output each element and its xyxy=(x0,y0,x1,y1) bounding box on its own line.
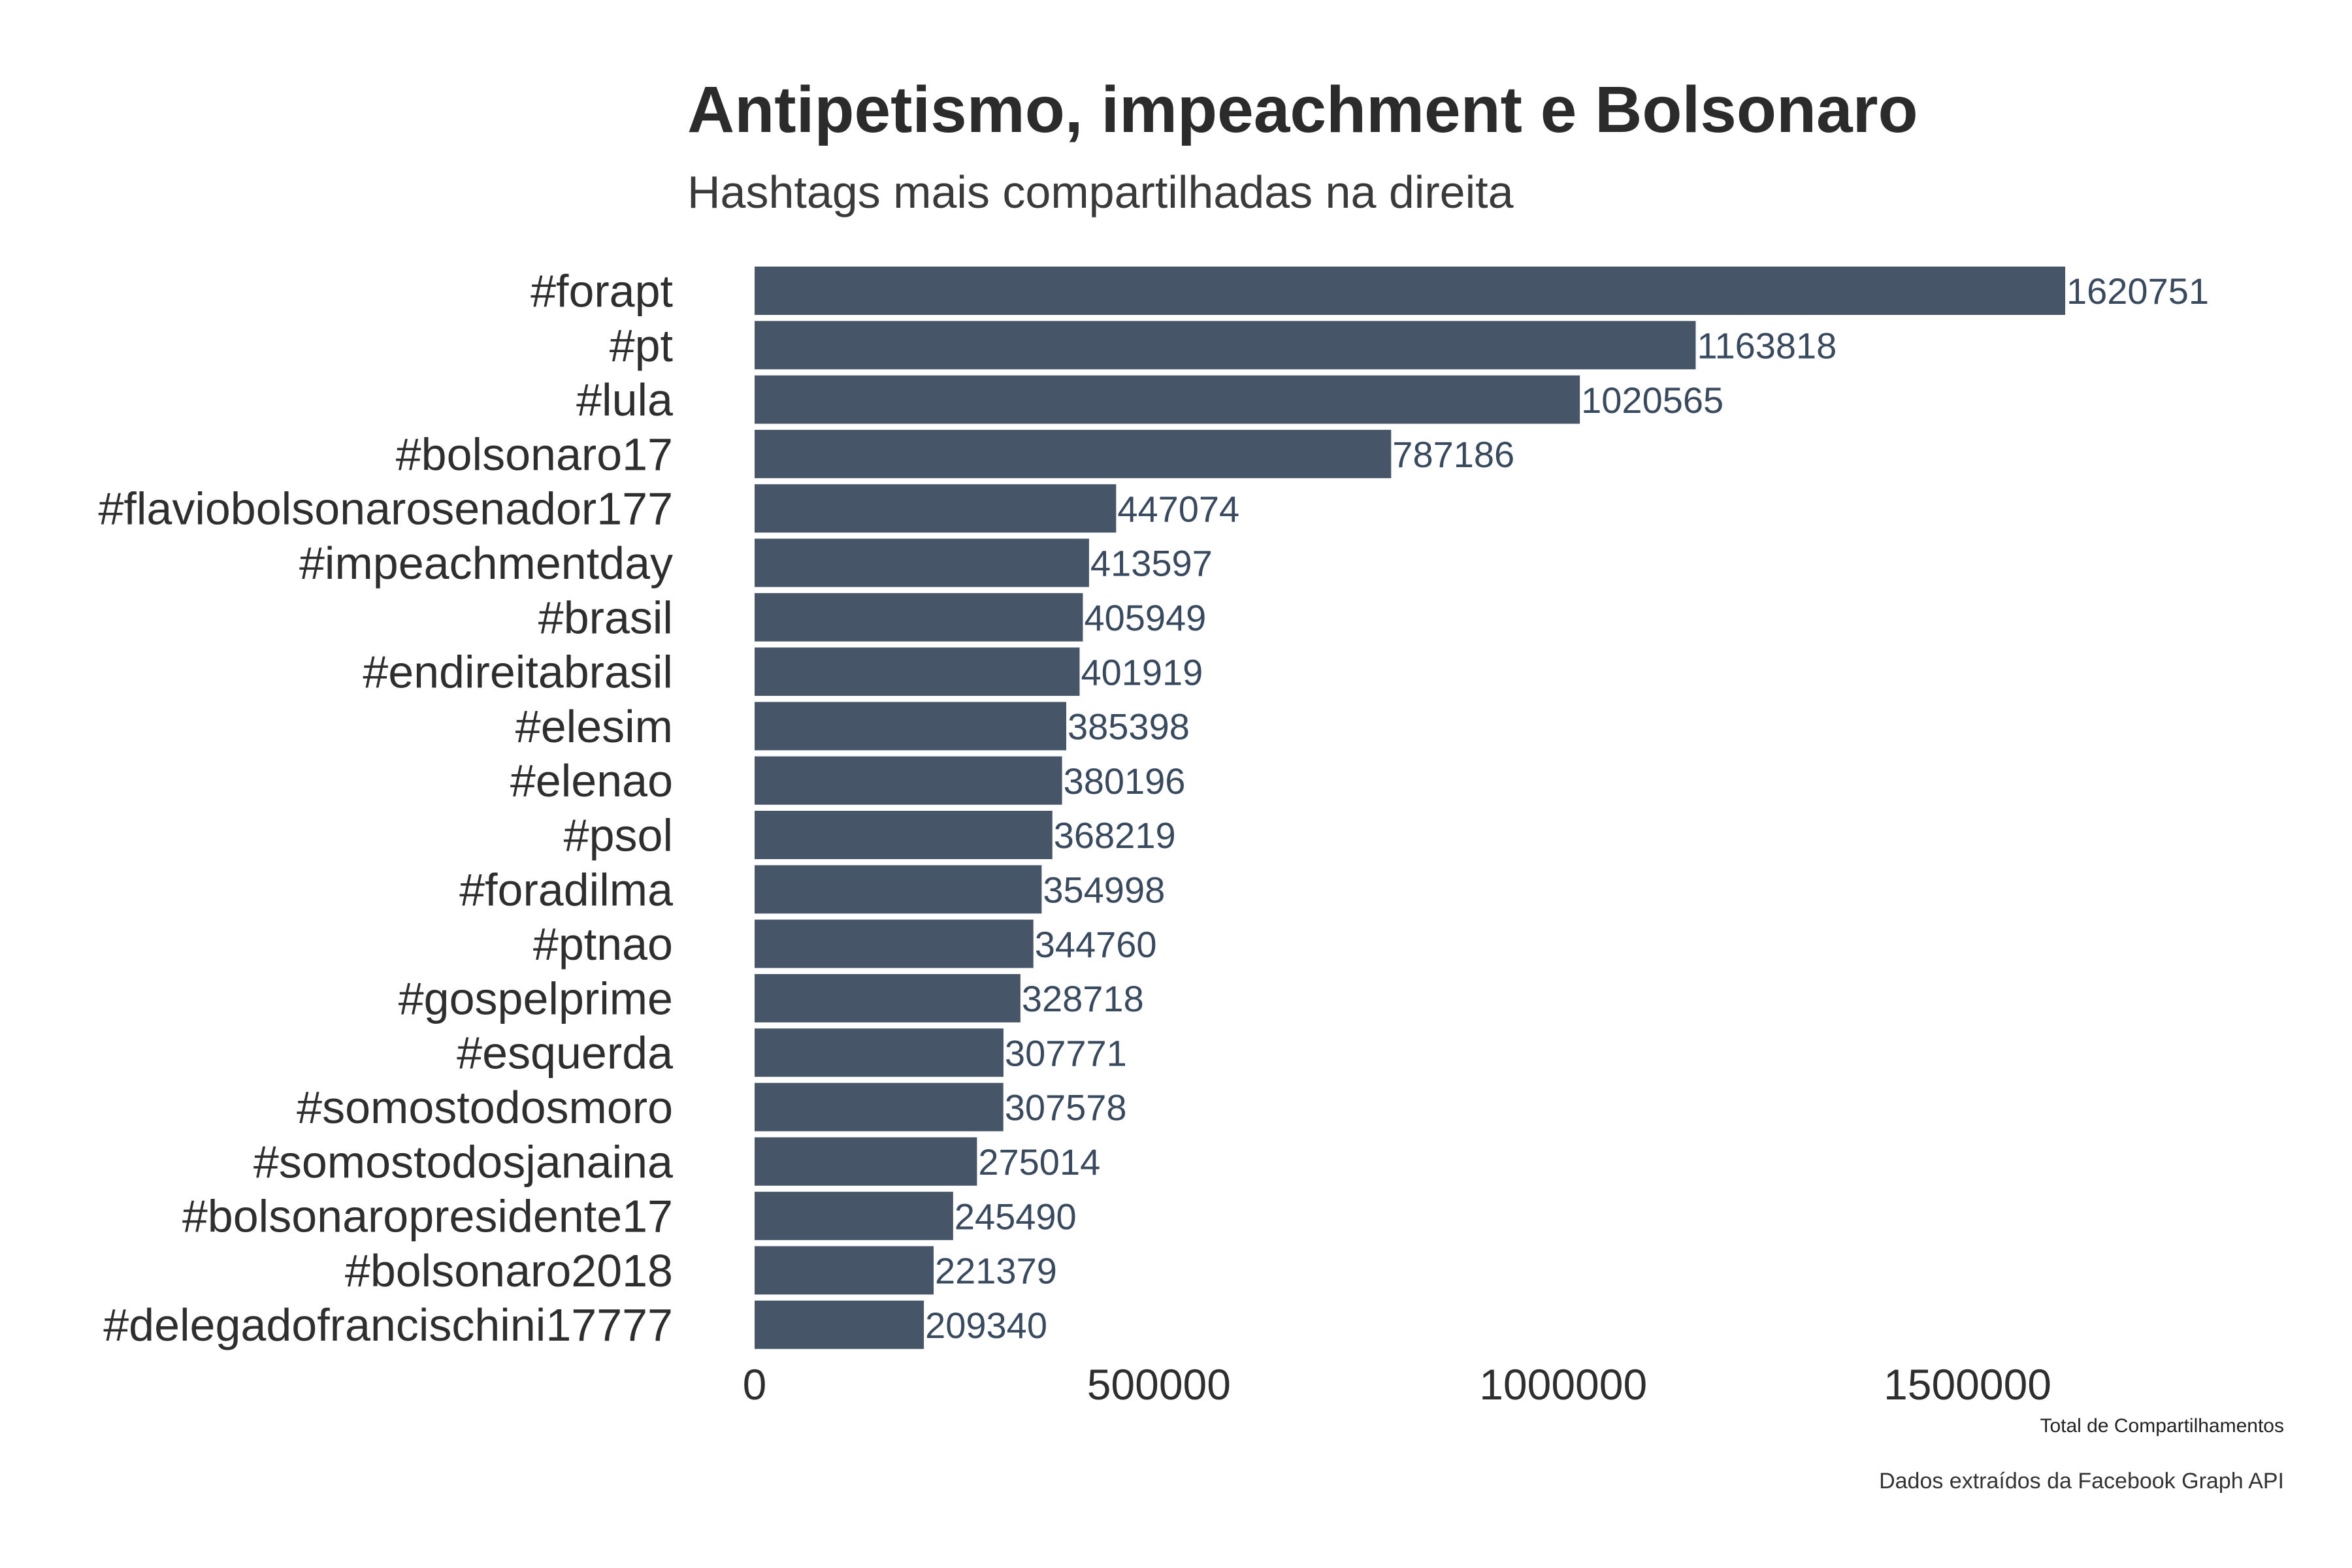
value-label-19: 209340 xyxy=(925,1305,1047,1346)
value-label-14: 307771 xyxy=(1005,1032,1127,1073)
category-label-12: #ptnao xyxy=(533,919,673,970)
value-label-10: 368219 xyxy=(1054,815,1176,856)
bar-13 xyxy=(755,973,1021,1022)
chart-title: Antipetismo, impeachment e Bolsonaro xyxy=(687,73,1918,146)
x-tick-label-3: 1500000 xyxy=(1884,1360,2051,1409)
value-label-12: 344760 xyxy=(1035,924,1157,965)
value-labels: 1620751 1163818 1020565 787186 447074 413597 4… xyxy=(925,270,2209,1346)
category-label-7: #endireitabrasil xyxy=(363,647,673,698)
category-label-9: #elenao xyxy=(510,755,673,806)
value-label-16: 275014 xyxy=(978,1141,1100,1183)
category-label-3: #bolsonaro17 xyxy=(396,429,673,480)
category-label-4: #flaviobolsonarosenador177 xyxy=(98,483,673,534)
bar-15 xyxy=(755,1083,1004,1132)
category-labels: #forapt#pt#lula#bolsonaro17#flaviobolson… xyxy=(98,266,673,1351)
bar-6 xyxy=(755,593,1083,642)
bar-18 xyxy=(755,1246,934,1295)
value-label-6: 405949 xyxy=(1084,597,1206,638)
bar-1 xyxy=(755,321,1696,370)
bar-10 xyxy=(755,811,1053,859)
category-label-5: #impeachmentday xyxy=(299,538,673,589)
category-label-15: #somostodosmoro xyxy=(297,1082,673,1133)
bar-0 xyxy=(755,267,2065,315)
category-label-10: #psol xyxy=(564,810,673,861)
category-label-2: #lula xyxy=(576,374,673,425)
bar-11 xyxy=(755,865,1042,914)
value-label-5: 413597 xyxy=(1090,543,1213,584)
bar-4 xyxy=(755,484,1117,533)
value-label-18: 221379 xyxy=(935,1250,1057,1292)
value-label-4: 447074 xyxy=(1117,488,1239,529)
category-label-11: #foradilma xyxy=(459,864,673,915)
category-label-0: #forapt xyxy=(531,266,673,317)
value-label-9: 380196 xyxy=(1064,760,1186,802)
value-label-2: 1020565 xyxy=(1581,380,1723,421)
category-label-14: #esquerda xyxy=(457,1028,673,1079)
category-label-17: #bolsonaropresidente17 xyxy=(182,1191,673,1242)
x-tick-label-0: 0 xyxy=(743,1360,767,1409)
value-label-8: 385398 xyxy=(1068,706,1190,747)
chart-subtitle: Hashtags mais compartilhadas na direita xyxy=(687,167,1514,218)
value-label-13: 328718 xyxy=(1022,978,1144,1019)
bars-group xyxy=(755,267,2065,1349)
bar-5 xyxy=(755,538,1089,587)
bar-9 xyxy=(755,756,1062,805)
bar-2 xyxy=(755,375,1580,424)
value-label-0: 1620751 xyxy=(2066,270,2209,312)
bar-8 xyxy=(755,702,1067,751)
category-label-18: #bolsonaro2018 xyxy=(345,1245,673,1296)
bar-12 xyxy=(755,919,1034,968)
category-label-8: #elesim xyxy=(515,701,673,752)
bar-14 xyxy=(755,1028,1004,1077)
bar-3 xyxy=(755,429,1392,478)
bar-7 xyxy=(755,647,1080,696)
category-label-13: #gospelprime xyxy=(399,973,673,1024)
value-label-7: 401919 xyxy=(1081,651,1203,693)
x-axis-ticks: 0 500000 1000000 1500000 xyxy=(743,1360,2051,1409)
bar-16 xyxy=(755,1137,977,1186)
value-label-1: 1163818 xyxy=(1697,325,1837,366)
x-tick-label-1: 500000 xyxy=(1087,1360,1231,1409)
category-label-1: #pt xyxy=(610,320,673,371)
value-label-3: 787186 xyxy=(1392,434,1514,475)
chart-caption: Dados extraídos da Facebook Graph API xyxy=(1879,1469,2284,1494)
bar-17 xyxy=(755,1192,953,1241)
category-label-19: #delegadofrancischini17777 xyxy=(103,1299,673,1350)
x-tick-label-2: 1000000 xyxy=(1479,1360,1647,1409)
category-label-16: #somostodosjanaina xyxy=(253,1136,673,1187)
value-label-15: 307578 xyxy=(1005,1087,1127,1128)
category-label-6: #brasil xyxy=(538,592,673,643)
value-label-11: 354998 xyxy=(1043,869,1165,910)
bar-19 xyxy=(755,1300,924,1349)
x-axis-label: Total de Compartilhamentos xyxy=(2040,1415,2284,1437)
value-label-17: 245490 xyxy=(955,1196,1077,1237)
